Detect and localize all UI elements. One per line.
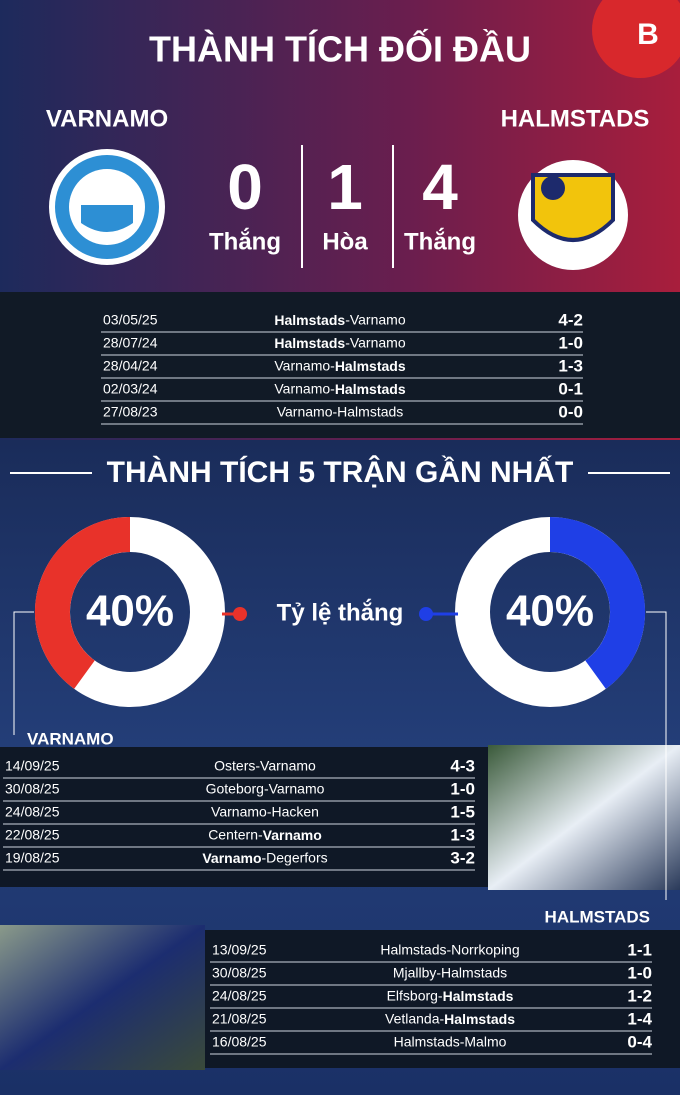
match-fixture: Halmstads-Norrkoping [380, 942, 519, 958]
connector-dot [419, 607, 433, 621]
match-date: 21/08/25 [212, 1011, 267, 1027]
match-score: 1-5 [450, 802, 475, 821]
crest-left [49, 149, 165, 265]
team-right: HALMSTADS [501, 105, 650, 132]
match-fixture: Halmstads-Malmo [394, 1034, 507, 1050]
match-date: 30/08/25 [212, 965, 267, 981]
bold-team: Varnamo [202, 850, 261, 866]
summary-count: 4 [422, 151, 458, 223]
match-date: 28/04/24 [103, 358, 158, 374]
guide [646, 611, 667, 900]
match-date: 19/08/25 [5, 850, 60, 866]
form-title: THÀNH TÍCH 5 TRẬN GẦN NHẤT [107, 455, 574, 489]
match-fixture: Halmstads-Varnamo [274, 335, 405, 351]
match-date: 27/08/23 [103, 404, 158, 420]
summary-count: 1 [327, 151, 363, 223]
donut-label: 40% [506, 587, 594, 636]
match-date: 02/03/24 [103, 381, 158, 397]
match-score: 4-2 [558, 310, 583, 329]
match-fixture: Osters-Varnamo [214, 758, 316, 774]
match-date: 03/05/25 [103, 312, 158, 328]
match-score: 1-0 [627, 963, 652, 982]
summary-label: Hòa [322, 228, 368, 255]
summary-label: Thắng [209, 227, 281, 255]
photo [0, 925, 205, 1070]
match-date: 16/08/25 [212, 1034, 267, 1050]
form-right-team: HALMSTADS [545, 907, 650, 926]
match-date: 14/09/25 [5, 758, 60, 774]
win-rate-label: Tỷ lệ thắng [277, 598, 404, 626]
form-left-bg [0, 747, 490, 887]
title: THÀNH TÍCH ĐỐI ĐẦU [149, 28, 531, 70]
crest-right [518, 160, 628, 270]
match-fixture: Halmstads-Varnamo [274, 312, 405, 328]
donut-label: 40% [86, 587, 174, 636]
match-date: 13/09/25 [212, 942, 267, 958]
bold-team: Halmstads [274, 335, 345, 351]
bold-team: Varnamo [263, 827, 322, 843]
match-score: 0-0 [558, 402, 583, 421]
match-date: 30/08/25 [5, 781, 60, 797]
h2h-bg [0, 292, 680, 438]
match-score: 1-0 [450, 779, 475, 798]
match-score: 1-0 [558, 333, 583, 352]
bold-team: Halmstads [444, 1011, 515, 1027]
logo-letter: B [637, 18, 659, 51]
match-fixture: Elfsborg-Halmstads [387, 988, 514, 1004]
match-score: 1-3 [450, 825, 475, 844]
match-date: 22/08/25 [5, 827, 60, 843]
match-score: 0-4 [627, 1032, 652, 1051]
photo [488, 745, 680, 890]
form-right-bg [205, 930, 680, 1068]
match-score: 1-4 [627, 1009, 652, 1028]
match-score: 4-3 [450, 756, 475, 775]
connector-dot [233, 607, 247, 621]
match-score: 1-1 [627, 940, 652, 959]
form-left-team: VARNAMO [27, 729, 114, 748]
logo-badge [592, 0, 680, 78]
bold-team: Halmstads [335, 358, 406, 374]
match-fixture: Mjallby-Halmstads [393, 965, 507, 981]
summary-count: 0 [227, 151, 263, 223]
match-fixture: Varnamo-Halmstads [277, 404, 404, 420]
team-left: VARNAMO [46, 105, 168, 132]
donut-segment [35, 517, 131, 689]
bold-team: Halmstads [274, 312, 345, 328]
bold-team: Halmstads [335, 381, 406, 397]
summary-label: Thắng [404, 227, 476, 255]
match-date: 24/08/25 [212, 988, 267, 1004]
donut-segment [549, 517, 645, 689]
match-fixture: Centern-Varnamo [208, 827, 322, 843]
match-fixture: Varnamo-Hacken [211, 804, 319, 820]
bold-team: Halmstads [443, 988, 514, 1004]
match-date: 28/07/24 [103, 335, 158, 351]
match-fixture: Goteborg-Varnamo [206, 781, 325, 797]
match-fixture: Varnamo-Halmstads [274, 358, 405, 374]
match-fixture: Varnamo-Degerfors [202, 850, 327, 866]
guide [13, 611, 34, 735]
match-score: 0-1 [558, 379, 583, 398]
match-date: 24/08/25 [5, 804, 60, 820]
match-score: 1-3 [558, 356, 583, 375]
match-score: 3-2 [450, 848, 475, 867]
match-fixture: Varnamo-Halmstads [274, 381, 405, 397]
match-fixture: Vetlanda-Halmstads [385, 1011, 515, 1027]
match-score: 1-2 [627, 986, 652, 1005]
